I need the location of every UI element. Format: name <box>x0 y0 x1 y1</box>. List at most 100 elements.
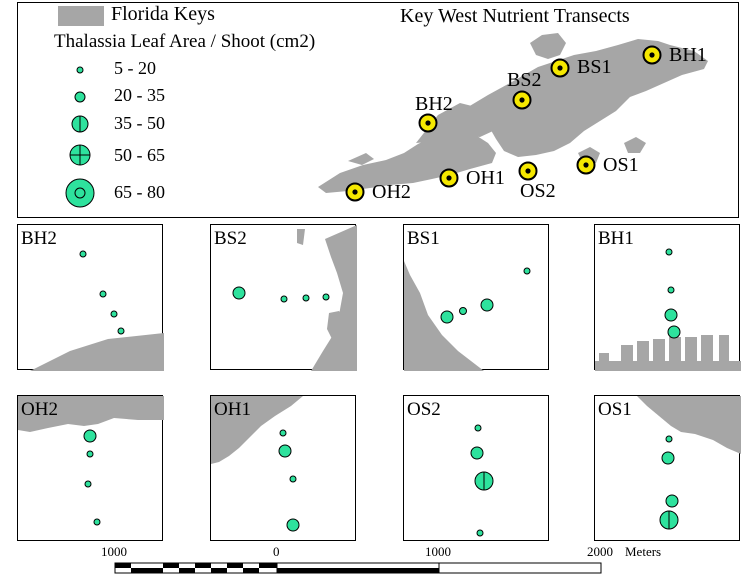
sample-point <box>474 471 494 491</box>
sample-point <box>523 267 531 275</box>
panel-oh2: OH2 <box>17 395 164 541</box>
site-label-bh2: BH2 <box>415 93 453 115</box>
sample-point <box>470 446 484 460</box>
scale-tick-label: 1000 <box>101 544 127 559</box>
site-label-oh1: OH1 <box>466 167 505 189</box>
panel-os2: OS2 <box>403 395 549 541</box>
site-markers <box>345 45 662 202</box>
land-area <box>18 396 164 432</box>
site-label-os1: OS1 <box>603 154 639 176</box>
site-marker-oh2[interactable] <box>345 182 365 202</box>
panel-title: OS2 <box>407 399 441 420</box>
panel-os1-map <box>637 396 741 530</box>
land-legend-label: Florida Keys <box>111 3 215 25</box>
panel-oh1: OH1 <box>210 395 356 541</box>
sample-point <box>664 308 678 322</box>
land-area <box>311 225 357 371</box>
legend-symbol-20-35 <box>74 91 86 103</box>
legend-class-label: 65 - 80 <box>114 182 165 202</box>
sample-point <box>659 510 679 530</box>
panel-bs1-map <box>404 261 531 371</box>
sample-point <box>289 475 297 483</box>
scale-bar: 1000 0 1000 2000 Meters <box>0 540 756 576</box>
site-label-bh1: BH1 <box>669 44 707 66</box>
sample-point <box>99 290 107 298</box>
site-marker-bh1[interactable] <box>642 45 662 65</box>
panel-bs1: BS1 <box>403 224 549 371</box>
sample-point <box>110 310 118 318</box>
panel-bh1-map <box>595 248 741 371</box>
panel-title: OH1 <box>214 399 251 420</box>
panel-oh2-map <box>18 396 164 526</box>
map-title: Key West Nutrient Transects <box>400 5 630 27</box>
sample-point <box>84 480 92 488</box>
site-marker-bs1[interactable] <box>550 58 570 78</box>
site-marker-bs2[interactable] <box>512 90 532 110</box>
scale-tick-label: 1000 <box>425 544 451 559</box>
overview-land-svg <box>58 6 708 208</box>
sample-point <box>286 518 300 532</box>
site-label-os2: OS2 <box>520 180 556 202</box>
land-legend-swatch <box>58 6 104 26</box>
overview-map: Florida Keys Key West Nutrient Transects… <box>17 2 739 218</box>
site-marker-bh2[interactable] <box>418 113 438 133</box>
sample-point <box>79 250 87 258</box>
site-marker-os1[interactable] <box>576 155 596 175</box>
scale-unit-label: Meters <box>625 544 662 559</box>
site-label-oh2: OH2 <box>372 181 411 203</box>
sample-point <box>302 294 310 302</box>
panel-title: BH1 <box>598 228 634 249</box>
sample-point <box>117 327 125 335</box>
sample-point <box>279 429 287 437</box>
legend-symbols <box>65 66 95 208</box>
panel-bh2: BH2 <box>17 224 164 371</box>
land-area <box>297 229 305 245</box>
land-area <box>595 335 741 371</box>
legend-symbol-50-65 <box>69 144 91 166</box>
sample-point <box>480 298 494 312</box>
legend-class-label: 50 - 65 <box>114 145 165 165</box>
legend-class-label: 20 - 35 <box>114 85 165 105</box>
sample-point <box>459 307 467 315</box>
panel-title: OS1 <box>598 399 632 420</box>
panel-bh1: BH1 <box>594 224 741 371</box>
land-area <box>30 333 164 371</box>
panel-os1: OS1 <box>594 395 741 541</box>
key-west-land <box>318 33 708 193</box>
land-area <box>637 396 741 454</box>
sample-point <box>280 295 288 303</box>
site-label-bs2: BS2 <box>507 69 542 91</box>
panel-title: OH2 <box>21 399 58 420</box>
scale-bar-graphic <box>114 562 602 574</box>
sample-point <box>665 248 673 256</box>
land-area <box>327 311 345 341</box>
sample-point <box>232 286 246 300</box>
scale-tick-label: 2000 <box>587 544 613 559</box>
sample-point <box>476 529 484 537</box>
panel-title: BS1 <box>407 228 440 249</box>
panel-os2-map <box>470 424 494 537</box>
sample-point <box>440 310 454 324</box>
panel-title: BH2 <box>21 228 57 249</box>
land-area <box>404 261 484 371</box>
sample-point <box>474 424 482 432</box>
panel-bs2: BS2 <box>210 224 357 371</box>
panel-oh1-map <box>211 396 303 532</box>
legend-class-label: 35 - 50 <box>114 113 165 133</box>
sample-point <box>665 494 679 508</box>
site-marker-oh1[interactable] <box>439 168 459 188</box>
panel-bs2-map <box>232 225 357 371</box>
site-marker-os2[interactable] <box>518 161 538 181</box>
sample-point <box>83 429 97 443</box>
legend-symbol-5-20 <box>76 66 84 74</box>
sample-point <box>667 286 675 294</box>
size-legend-title: Thalassia Leaf Area / Shoot (cm2) <box>54 31 316 52</box>
sample-point <box>665 435 673 443</box>
panel-bh2-map <box>30 250 164 371</box>
site-label-bs1: BS1 <box>577 56 612 78</box>
sample-point <box>86 450 94 458</box>
sample-point <box>667 325 681 339</box>
scale-tick-label: 0 <box>273 544 280 559</box>
sample-point <box>93 518 101 526</box>
sample-point <box>278 444 292 458</box>
